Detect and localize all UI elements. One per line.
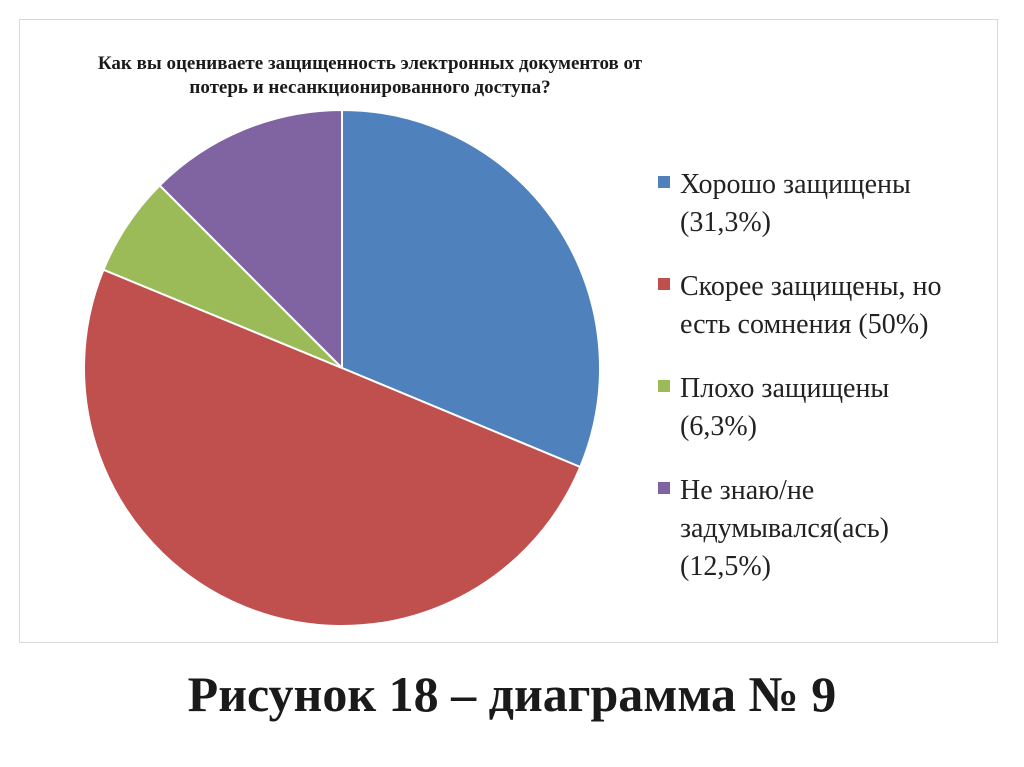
legend-item: Скорее защищены, но есть сомнения (50%) bbox=[658, 268, 1024, 344]
legend-item: Не знаю/не задумывался(ась) (12,5%) bbox=[658, 472, 1024, 586]
chart-title-line-1: Как вы оцениваете защищенность электронн… bbox=[97, 53, 643, 74]
pie-slice-3 bbox=[158, 109, 343, 369]
pie-chart bbox=[82, 109, 601, 628]
legend-label: Скорее защищены, но есть сомнения (50%) bbox=[680, 271, 942, 340]
pie-slice-1 bbox=[82, 268, 582, 628]
legend-label: Хорошо защищены (31,3%) bbox=[680, 169, 911, 238]
legend-swatch-1 bbox=[658, 278, 670, 290]
chart-frame: Как вы оцениваете защищенность электронн… bbox=[19, 19, 998, 643]
chart-title: Как вы оцениваете защищенность электронн… bbox=[20, 52, 720, 100]
pie-slices bbox=[82, 109, 601, 628]
figure-caption: Рисунок 18 – диаграмма № 9 bbox=[187, 666, 837, 722]
pie-slice-0 bbox=[341, 109, 601, 469]
legend: Хорошо защищены (31,3%) Скорее защищены,… bbox=[658, 166, 1024, 612]
legend-swatch-3 bbox=[658, 482, 670, 494]
legend-item: Хорошо защищены (31,3%) bbox=[658, 166, 1024, 242]
legend-label: Плохо защищены (6,3%) bbox=[680, 373, 890, 442]
legend-swatch-2 bbox=[658, 380, 670, 392]
chart-title-line-2: потерь и несанкционированного доступа? bbox=[189, 77, 551, 98]
legend-swatch-0 bbox=[658, 176, 670, 188]
legend-label: Не знаю/не задумывался(ась) (12,5%) bbox=[680, 475, 889, 582]
legend-item: Плохо защищены (6,3%) bbox=[658, 370, 1024, 446]
